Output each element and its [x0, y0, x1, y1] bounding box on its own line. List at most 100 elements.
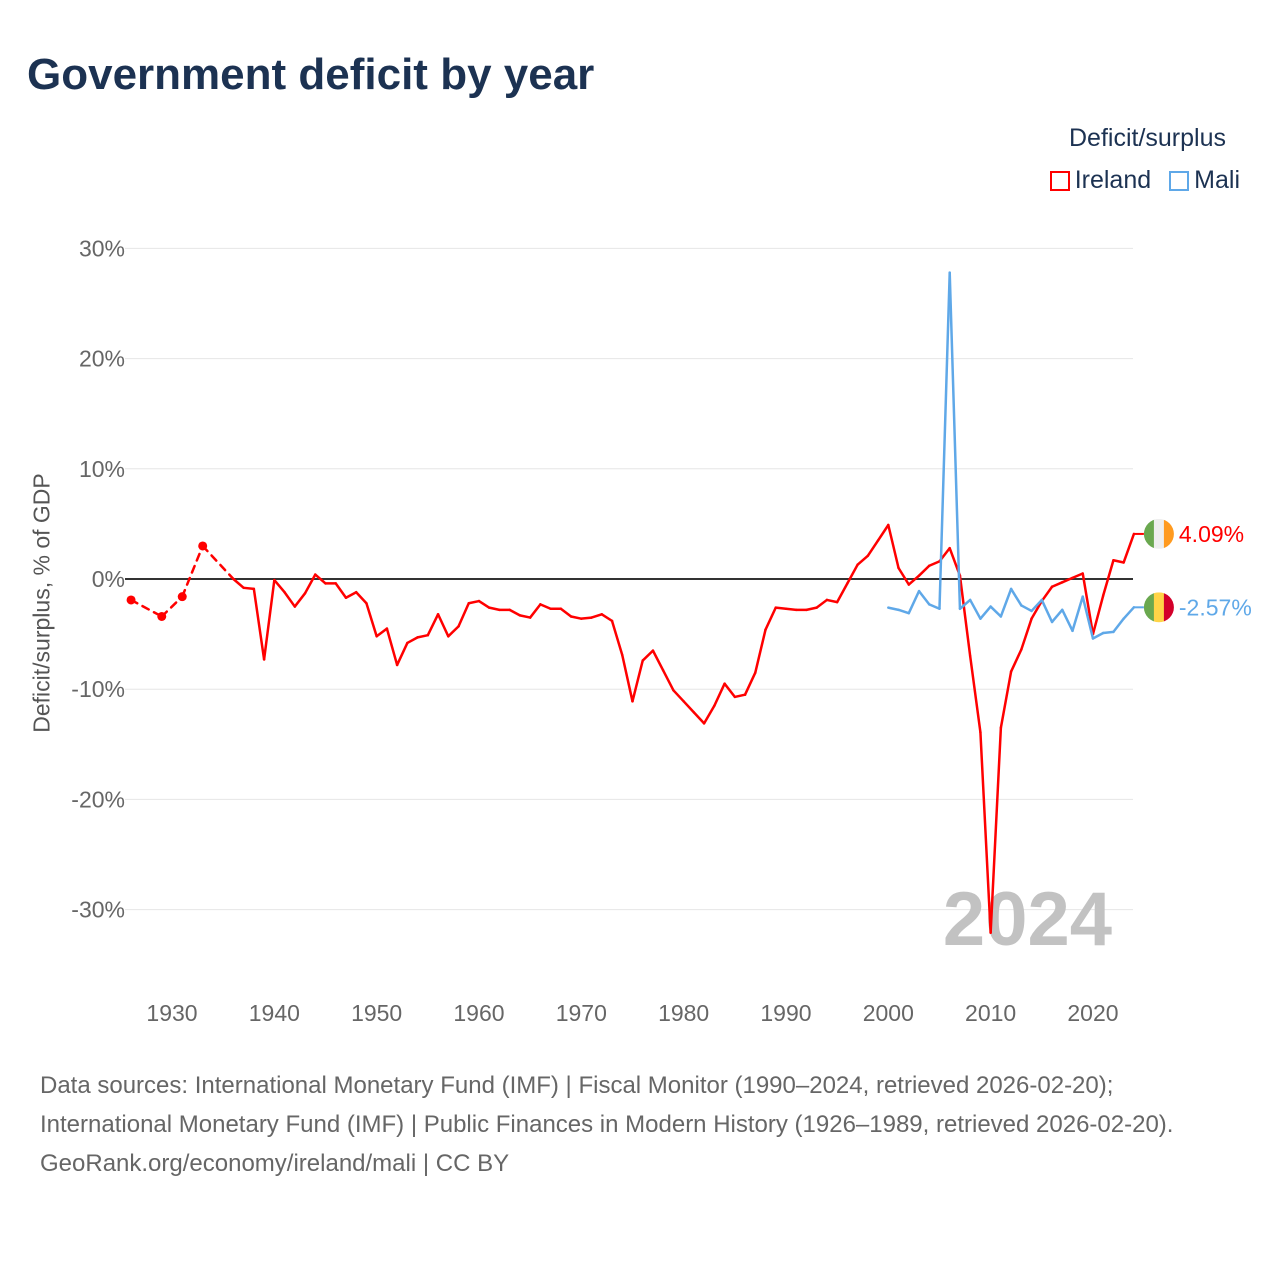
series-segment: [252, 587, 266, 661]
footer: Data sources: International Monetary Fun…: [40, 1066, 1240, 1183]
series-segment: [907, 574, 921, 586]
series-segment: [887, 523, 900, 570]
series-segment: [825, 598, 839, 604]
series-segment: [180, 544, 204, 598]
series-segment: [232, 577, 245, 590]
series-segment: [1101, 630, 1115, 635]
end-value-label: -2.57%: [1179, 594, 1252, 620]
series-segment: [999, 670, 1013, 730]
series-segment: [917, 589, 931, 606]
y-tick-label: -20%: [71, 786, 125, 812]
series-segment: [979, 730, 992, 934]
series-segment: [365, 601, 378, 638]
legend-swatch-mali: [1169, 170, 1190, 191]
series-segment: [897, 566, 911, 586]
data-sources: Data sources: International Monetary Fun…: [40, 1072, 1174, 1138]
series-segment: [968, 654, 982, 734]
series-segment: [661, 669, 675, 692]
series-segment: [375, 627, 389, 638]
y-tick-label: 0%: [92, 566, 125, 592]
y-tick-label: 20%: [79, 346, 125, 372]
series-segment: [1061, 608, 1074, 633]
flag-stripe: [1163, 592, 1174, 623]
chart-title: Government deficit by year: [27, 50, 595, 99]
series-segment: [354, 590, 368, 605]
series-segment: [436, 613, 450, 638]
flag-stripe: [1163, 518, 1174, 549]
credit-link[interactable]: GeoRank.org/economy/ireland/mali | CC BY: [40, 1150, 510, 1177]
series-segment: [508, 608, 522, 617]
series-segment: [1101, 559, 1115, 597]
series-segment: [815, 598, 829, 609]
x-tick-label: 1960: [453, 1000, 504, 1026]
series-segment: [917, 564, 931, 577]
series-segment: [385, 627, 399, 667]
x-tick-label: 2010: [965, 1000, 1016, 1026]
legend-item-ireland[interactable]: Ireland: [1049, 166, 1152, 195]
series-segment: [1091, 631, 1105, 640]
series-segment: [334, 582, 348, 599]
series-segment: [774, 606, 788, 611]
series-segment: [1009, 648, 1023, 673]
series-segment: [1020, 604, 1033, 613]
series-segment: [293, 592, 307, 608]
series-segment: [682, 700, 696, 714]
flag-stripe: [1143, 592, 1155, 623]
legend-label: Ireland: [1074, 166, 1152, 194]
series-segment: [876, 523, 890, 542]
series-segment: [1030, 599, 1044, 620]
series-ireland: 4.09%: [126, 518, 1244, 934]
legend-swatch-ireland: [1049, 170, 1070, 191]
series-segment: [1122, 532, 1136, 564]
data-point: [126, 595, 136, 605]
series-segment: [1050, 581, 1064, 588]
series-segment: [129, 598, 164, 618]
end-value-label: 4.09%: [1179, 521, 1244, 547]
series-segment: [1071, 595, 1084, 633]
series-segment: [692, 711, 706, 725]
x-tick-label: 1930: [146, 1000, 197, 1026]
x-tick-label: 1950: [351, 1000, 402, 1026]
series-segment: [631, 659, 644, 703]
series-segment: [303, 573, 317, 595]
legend-item-mali[interactable]: Mali: [1169, 166, 1240, 195]
x-tick-label: 1970: [556, 1000, 607, 1026]
series-segment: [1112, 617, 1125, 634]
series-segment: [621, 653, 634, 703]
series-segment: [1081, 572, 1095, 636]
flag-icon-ireland: [1143, 518, 1174, 549]
series-segment: [610, 619, 624, 657]
y-tick-label: 10%: [79, 456, 125, 482]
series-segment: [968, 598, 982, 620]
series-segment: [569, 615, 583, 620]
series-segment: [1122, 606, 1136, 620]
series-segment: [743, 671, 757, 696]
series-segment: [242, 586, 256, 591]
series-segment: [641, 649, 655, 662]
series-segment: [835, 582, 849, 604]
series-segment: [477, 599, 491, 609]
flag-stripe: [1153, 592, 1165, 623]
series-segment: [897, 608, 911, 615]
series-segment: [262, 578, 276, 661]
flag-stripe: [1153, 518, 1165, 549]
series-segment: [846, 563, 859, 585]
series-segment: [958, 598, 972, 611]
series-segment: [1009, 587, 1023, 607]
legend-title: Deficit/surplus: [1069, 124, 1226, 152]
series-segment: [979, 605, 992, 620]
series-segment: [927, 603, 941, 611]
series-segment: [989, 726, 1003, 934]
series-segment: [856, 554, 870, 566]
series-segment: [713, 682, 726, 707]
series-segment: [927, 560, 941, 568]
data-point: [177, 592, 187, 602]
x-tick-label: 2020: [1067, 1000, 1118, 1026]
series-segment: [764, 606, 777, 631]
series-segment: [1071, 572, 1084, 580]
series-segment: [754, 628, 767, 674]
series-segment: [487, 606, 501, 612]
series-segment: [283, 590, 297, 608]
series-segment: [1091, 594, 1105, 636]
